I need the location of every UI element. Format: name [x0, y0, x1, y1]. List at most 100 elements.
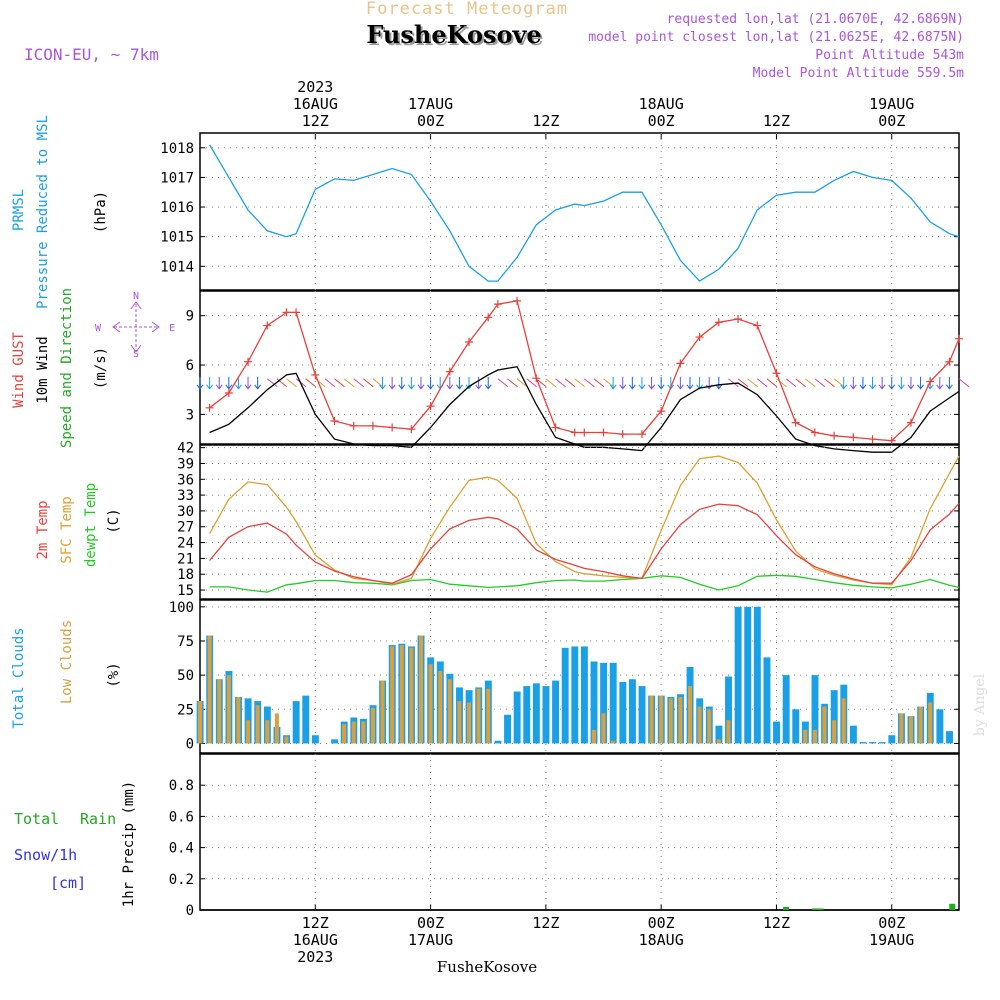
- location-title-shadow: FusheKosove: [368, 22, 543, 51]
- low-cloud-bar: [716, 739, 721, 744]
- footer-location: FusheKosove: [437, 958, 537, 976]
- total-cloud-bar: [763, 657, 771, 744]
- wind-arrow: [456, 376, 463, 390]
- gust-marker: [368, 421, 377, 430]
- wind-barb: [593, 378, 605, 388]
- total-cloud-bar: [580, 646, 588, 744]
- low-cloud-bar: [197, 701, 203, 744]
- temperature-frame: [199, 444, 960, 600]
- wind-arrow: [254, 376, 262, 390]
- wind-arrow: [379, 376, 386, 390]
- wind-arrow: [235, 376, 242, 390]
- wind-unit: (m/s): [93, 347, 109, 389]
- y-tick-label: 1014: [160, 259, 194, 275]
- total-cloud-bar: [302, 695, 310, 744]
- wind-arrow: [936, 376, 944, 390]
- cm-label: [cm]: [50, 874, 86, 892]
- wind-barb: [353, 378, 365, 388]
- wind-panel: Wind GUST 10m Wind Speed and Direction (…: [11, 288, 970, 453]
- wind-arrow: [888, 376, 896, 390]
- wind-arrow: [869, 376, 876, 390]
- gust-marker: [224, 389, 233, 397]
- gust-line: [209, 300, 960, 442]
- y-tick-label: 0: [186, 736, 194, 752]
- total-cloud-bar: [571, 646, 579, 744]
- y-tick-label: 24: [177, 536, 194, 552]
- y-tick-label: 33: [177, 488, 194, 504]
- wind-gust-label: Wind GUST: [11, 332, 27, 408]
- total-label: Total: [14, 810, 59, 828]
- rain-bar: [817, 908, 824, 910]
- time-label: 00Z: [417, 914, 444, 932]
- gust-marker: [810, 428, 819, 437]
- wind-barb: [507, 378, 518, 388]
- gust-marker: [906, 418, 915, 427]
- total-cloud-bar: [811, 675, 819, 744]
- wind-barb: [603, 378, 614, 388]
- wind-arrow: [609, 376, 617, 390]
- gust-marker: [637, 430, 646, 439]
- low-cloud-bar: [418, 635, 423, 744]
- wind-barb: [776, 378, 787, 388]
- low-cloud-bar: [265, 720, 270, 744]
- wind-arrow: [446, 376, 454, 390]
- wind-arrow: [388, 376, 396, 390]
- y-tick-label: 30: [177, 504, 194, 520]
- time-label: 2023: [297, 78, 333, 96]
- low-cloud-bar: [428, 664, 433, 744]
- y-tick-label: 27: [177, 520, 194, 536]
- wind-arrow: [638, 376, 646, 390]
- wind-barb: [728, 378, 739, 388]
- low-cloud-bar: [342, 724, 347, 744]
- wind-arrow: [907, 376, 915, 390]
- model-altitude: Model Point Altitude 559.5m: [753, 66, 964, 81]
- gust-marker: [772, 369, 781, 378]
- gust-marker: [945, 357, 954, 366]
- low-cloud-bar: [659, 695, 664, 744]
- low-cloud-bar: [601, 713, 606, 744]
- total-cloud-bar: [561, 647, 569, 744]
- y-tick-label: 1015: [160, 230, 194, 246]
- low-cloud-bar: [274, 713, 279, 744]
- gust-marker: [513, 296, 522, 305]
- time-label: 18AUG: [639, 931, 684, 949]
- low-cloud-bar: [236, 696, 241, 744]
- total-clouds-label: Total Clouds: [11, 627, 27, 728]
- closest-coords: model point closest lon,lat (21.0625E, 4…: [588, 30, 964, 45]
- y-tick-label: 0.6: [169, 809, 194, 825]
- time-label: 18AUG: [639, 95, 684, 113]
- low-cloud-bar: [841, 698, 846, 744]
- time-label: 16AUG: [293, 931, 338, 949]
- gust-marker: [493, 300, 502, 309]
- wind-barb: [305, 378, 316, 388]
- gust-marker: [753, 321, 762, 330]
- low-cloud-bar: [486, 688, 491, 744]
- y-tick-label: 50: [177, 668, 194, 684]
- chart-title: Forecast Meteogram: [366, 0, 568, 19]
- low-cloud-bar: [822, 706, 827, 744]
- gust-marker: [580, 428, 589, 437]
- precip-frame: [199, 753, 960, 911]
- wind-barb: [804, 378, 816, 388]
- wind-barb: [555, 378, 566, 388]
- sfc-temp-line: [209, 455, 960, 586]
- y-tick-label: 18: [177, 567, 194, 583]
- total-cloud-bar: [734, 606, 742, 744]
- gust-marker: [618, 430, 627, 439]
- low-cloud-bar: [351, 721, 356, 744]
- gust-marker: [791, 418, 800, 427]
- svg-text:N: N: [133, 291, 139, 302]
- total-cloud-bar: [782, 675, 790, 744]
- gust-marker: [330, 416, 339, 425]
- gust-marker: [388, 423, 397, 432]
- y-tick-label: 25: [177, 702, 194, 718]
- wind-frame: [199, 290, 960, 445]
- wind-arrow: [897, 376, 905, 390]
- y-tick-label: 75: [177, 634, 194, 650]
- total-cloud-bar: [849, 725, 857, 744]
- time-label: 12Z: [302, 914, 329, 932]
- wind-barb: [564, 378, 576, 388]
- total-cloud-bar: [792, 709, 800, 744]
- gust-marker: [282, 308, 291, 317]
